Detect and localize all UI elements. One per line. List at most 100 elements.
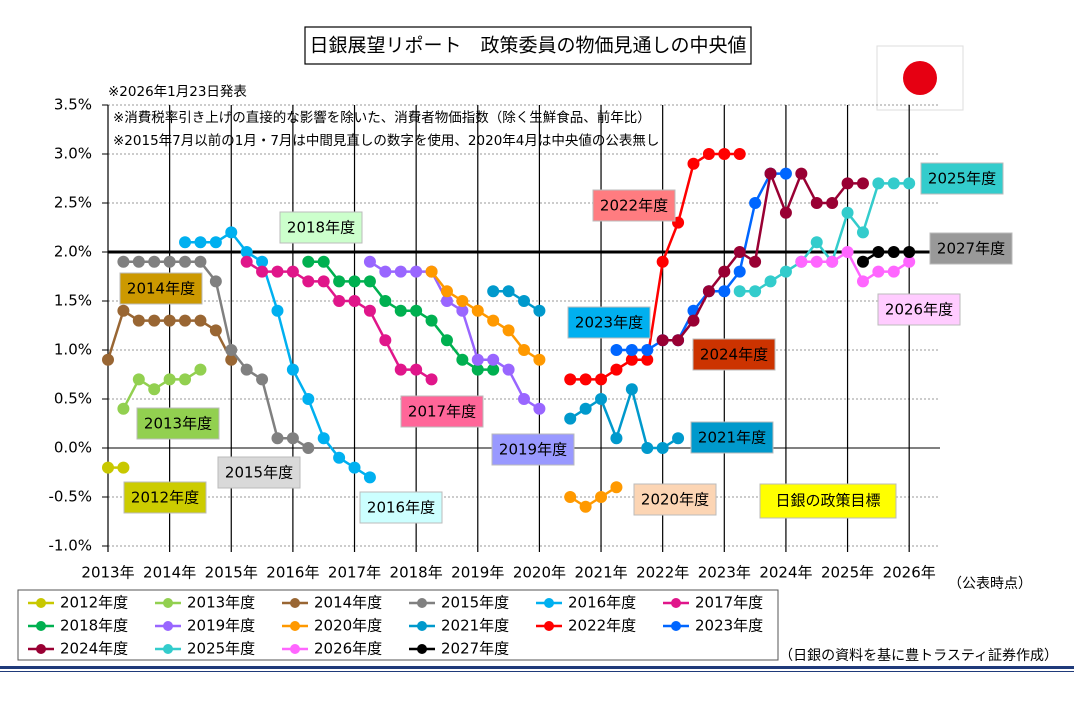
series-label: 2016年度: [367, 499, 435, 517]
data-point: [564, 412, 577, 425]
data-point: [117, 255, 130, 268]
legend-marker: [163, 598, 173, 608]
data-point: [872, 265, 885, 278]
data-point: [887, 177, 900, 190]
data-point: [117, 402, 130, 415]
legend-marker: [417, 598, 427, 608]
data-point: [163, 373, 176, 386]
data-point: [286, 265, 299, 278]
data-point: [394, 304, 407, 317]
data-point: [841, 177, 854, 190]
legend-label: 2018年度: [60, 617, 128, 635]
y-tick-label: -1.0%: [48, 537, 92, 555]
legend-item: 2026年度: [282, 640, 382, 658]
data-point: [286, 432, 299, 445]
data-point: [872, 246, 885, 258]
data-point: [333, 451, 346, 464]
data-point: [456, 295, 469, 307]
data-point: [456, 304, 469, 317]
legend-label: 2013年度: [187, 594, 255, 612]
legend-label: 2020年度: [314, 617, 382, 635]
data-point: [672, 432, 685, 445]
data-point: [749, 285, 762, 298]
data-point: [240, 255, 253, 268]
data-point: [194, 363, 207, 376]
series-label-box: [279, 211, 363, 244]
data-point: [779, 265, 792, 278]
data-point: [117, 461, 130, 474]
data-point: [194, 314, 207, 327]
data-point: [194, 236, 207, 249]
data-point: [841, 206, 854, 219]
data-point: [363, 304, 376, 317]
data-point: [117, 304, 130, 317]
legend-label: 2022年度: [568, 617, 636, 635]
data-point: [856, 177, 869, 190]
data-point: [317, 432, 330, 445]
legend-item: 2019年度: [155, 617, 255, 635]
legend-item: 2022年度: [536, 617, 636, 635]
data-point: [379, 334, 392, 347]
x-tick-label: 2018年: [390, 564, 443, 582]
japan-flag: [876, 45, 964, 111]
x-tick-label: 2017年: [328, 564, 381, 582]
data-point: [209, 324, 222, 337]
y-tick-label: 0.5%: [54, 390, 92, 408]
legend-item: 2016年度: [536, 594, 636, 612]
data-point: [733, 265, 746, 278]
series-label-box: [123, 481, 207, 514]
data-point: [487, 363, 500, 376]
legend-item: 2027年度: [409, 640, 509, 658]
data-point: [102, 353, 114, 366]
legend-marker: [544, 598, 554, 608]
data-point: [656, 442, 669, 454]
data-point: [163, 314, 176, 327]
data-point: [903, 246, 916, 258]
data-point: [132, 314, 145, 327]
data-point: [518, 295, 530, 307]
data-point: [687, 157, 700, 170]
legend-marker: [290, 644, 300, 654]
series-label-box: [136, 407, 220, 440]
data-point: [718, 265, 731, 278]
legend-item: 2018年度: [28, 617, 128, 635]
legend-label: 2026年度: [314, 640, 382, 658]
legend-label: 2024年度: [60, 640, 128, 658]
x-tick-label: 2014年: [143, 564, 196, 582]
legend-item: 2017年度: [663, 594, 763, 612]
series-label: 2013年度: [144, 415, 212, 433]
data-point: [348, 295, 361, 307]
data-point: [625, 383, 638, 396]
y-tick-label: 1.0%: [54, 341, 92, 359]
legend-marker: [36, 644, 46, 654]
data-point: [610, 344, 623, 356]
x-tick-label: 2026年: [883, 564, 936, 582]
legend-label: 2027年度: [441, 640, 509, 658]
data-point: [595, 393, 608, 405]
data-point: [733, 148, 746, 160]
data-point: [225, 353, 238, 366]
x-tick-label: 2023年: [698, 564, 751, 582]
data-point: [302, 255, 315, 268]
data-point: [302, 393, 315, 405]
series-label-box: [929, 232, 1013, 265]
legend-box: [17, 589, 779, 661]
data-point: [302, 442, 315, 454]
data-point: [240, 246, 253, 258]
data-point: [256, 373, 269, 386]
series-label: 2026年度: [885, 301, 953, 319]
data-point: [363, 275, 376, 288]
data-point: [179, 255, 192, 268]
data-point: [487, 353, 500, 366]
target-label: 日銀の政策目標: [775, 492, 880, 510]
legend-item: 2021年度: [409, 617, 509, 635]
legend-marker: [290, 598, 300, 608]
data-point: [271, 432, 284, 445]
legend-item: 2014年度: [282, 594, 382, 612]
x-axis-label: （公表時点）: [948, 576, 1032, 592]
data-point: [733, 285, 746, 298]
x-tick-label: 2013年: [81, 564, 134, 582]
data-point: [641, 442, 654, 454]
legend-item: 2023年度: [663, 617, 763, 635]
data-point: [471, 353, 484, 366]
